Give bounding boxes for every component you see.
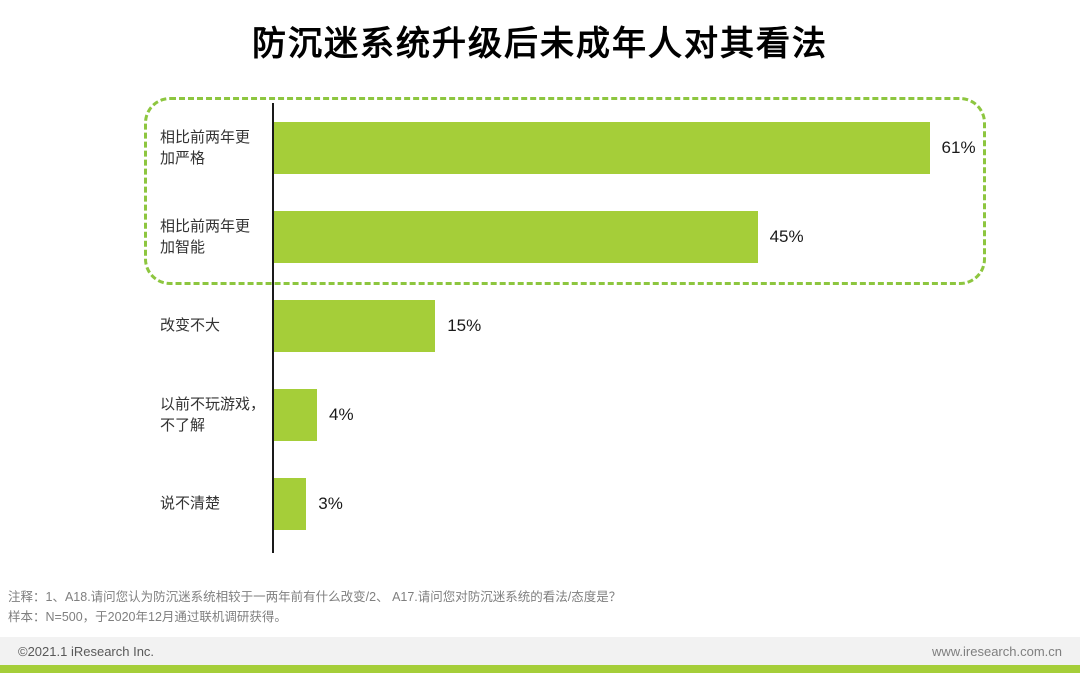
chart-row: 相比前两年更 加严格 61% bbox=[160, 103, 1080, 192]
bar bbox=[274, 299, 436, 352]
bar-track: 3% bbox=[272, 477, 1080, 530]
bar bbox=[274, 388, 317, 441]
bar-track: 61% bbox=[272, 121, 1080, 174]
category-label: 改变不大 bbox=[160, 317, 221, 334]
chart-row: 改变不大 15% bbox=[160, 281, 1080, 370]
copyright-text: ©2021.1 iResearch Inc. bbox=[18, 643, 155, 659]
category-label: 以前不玩游戏， 不了解 bbox=[160, 395, 266, 434]
category-label: 说不清楚 bbox=[160, 495, 221, 512]
value-label: 3% bbox=[318, 493, 343, 513]
bar-track: 45% bbox=[272, 210, 1080, 263]
value-label: 4% bbox=[328, 404, 354, 424]
chart-title: 防沉迷系统升级后未成年人对其看法 bbox=[252, 25, 828, 63]
chart-row: 以前不玩游戏， 不了解 4% bbox=[160, 370, 1080, 459]
note-line-2: 样本：N=500，于2020年12月通过联机调研获得。 bbox=[8, 609, 287, 624]
category-label: 相比前两年更 加智能 bbox=[160, 217, 251, 256]
bar-chart: 相比前两年更 加严格 61% 相比前两年更 加智能 45% 改变不大 15% 以前不玩游戏，… bbox=[144, 97, 1080, 553]
value-label: 15% bbox=[447, 315, 482, 335]
value-label: 61% bbox=[941, 137, 976, 157]
bar-track: 4% bbox=[272, 388, 1080, 441]
footer-bar: ©2021.1 iResearch Inc. www.iresearch.com… bbox=[0, 637, 1080, 665]
footer-accent-strip bbox=[0, 665, 1080, 673]
category-label: 相比前两年更 加严格 bbox=[160, 128, 251, 167]
chart-row: 说不清楚 3% bbox=[160, 459, 1080, 548]
chart-rows: 相比前两年更 加严格 61% 相比前两年更 加智能 45% 改变不大 15% 以前不玩游戏，… bbox=[160, 103, 1080, 553]
bar bbox=[274, 210, 758, 263]
bar-track: 15% bbox=[272, 299, 1080, 352]
y-axis-line bbox=[272, 103, 274, 553]
bar bbox=[274, 477, 307, 530]
bar bbox=[274, 121, 930, 174]
note-line-1: 注释：1、A18.请问您认为防沉迷系统相较于一两年前有什么改变/2、 A17.请… bbox=[8, 590, 622, 605]
chart-row: 相比前两年更 加智能 45% bbox=[160, 192, 1080, 281]
value-label: 45% bbox=[769, 226, 804, 246]
website-link[interactable]: www.iresearch.com.cn bbox=[931, 643, 1062, 659]
footnotes: 注释：1、A18.请问您认为防沉迷系统相较于一两年前有什么改变/2、 A17.请… bbox=[8, 588, 621, 627]
